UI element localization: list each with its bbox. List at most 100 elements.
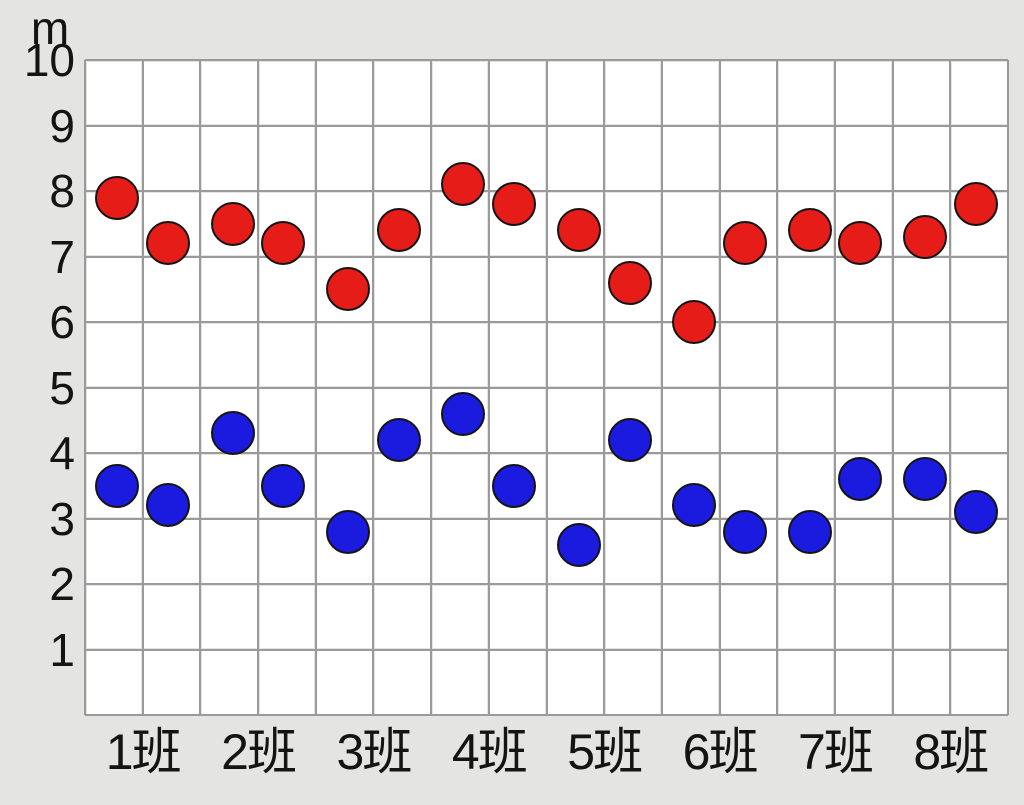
grid-cell: [260, 258, 315, 321]
red-point: [326, 267, 370, 311]
grid-cell: [894, 258, 949, 321]
grid-cell: [606, 62, 661, 125]
grid-cell: [894, 520, 949, 583]
grid-cell: [375, 520, 430, 583]
grid-cell: [663, 520, 718, 583]
blue-point: [326, 510, 370, 554]
grid-cell: [836, 389, 891, 452]
grid-cell: [836, 520, 891, 583]
red-point: [492, 182, 536, 226]
grid-cell: [606, 193, 661, 256]
grid-cell: [375, 324, 430, 387]
grid-cell: [779, 389, 834, 452]
grid-cell: [721, 258, 776, 321]
grid-cell: [317, 389, 372, 452]
y-tick-label: 3: [0, 496, 75, 542]
grid-cell: [836, 258, 891, 321]
grid-cell: [952, 62, 1007, 125]
grid-cell: [87, 651, 142, 714]
grid-cell: [433, 324, 488, 387]
grid-cell: [779, 586, 834, 649]
grid-cell: [548, 455, 603, 518]
grid-cell: [606, 520, 661, 583]
grid-cell: [548, 62, 603, 125]
grid-cell: [490, 62, 545, 125]
grid-line: [142, 60, 144, 715]
blue-point: [557, 523, 601, 567]
grid-cell: [433, 258, 488, 321]
grid-cell: [721, 651, 776, 714]
grid-cell: [202, 324, 257, 387]
red-point: [211, 202, 255, 246]
grid-cell: [260, 62, 315, 125]
grid-cell: [202, 651, 257, 714]
grid-cell: [952, 651, 1007, 714]
y-tick-label: 8: [0, 168, 75, 214]
blue-point: [954, 490, 998, 534]
grid-cell: [144, 324, 199, 387]
grid-cell: [87, 62, 142, 125]
grid-cell: [317, 127, 372, 190]
grid-cell: [779, 62, 834, 125]
grid-cell: [317, 586, 372, 649]
grid-line: [488, 60, 490, 715]
y-tick-label: 9: [0, 103, 75, 149]
grid-line: [546, 60, 548, 715]
blue-point: [211, 411, 255, 455]
grid-cell: [779, 127, 834, 190]
grid-cell: [952, 258, 1007, 321]
grid-cell: [721, 324, 776, 387]
grid-cell: [317, 455, 372, 518]
red-point: [723, 221, 767, 265]
red-point: [608, 261, 652, 305]
grid-line: [834, 60, 836, 715]
grid-cell: [779, 258, 834, 321]
grid-cell: [952, 127, 1007, 190]
grid-line: [199, 60, 201, 715]
blue-point: [492, 464, 536, 508]
y-tick-label: 7: [0, 234, 75, 280]
y-axis-unit-label: m: [20, 5, 80, 51]
y-tick-label: 5: [0, 365, 75, 411]
grid-cell: [836, 127, 891, 190]
grid-line: [603, 60, 605, 715]
blue-point: [903, 457, 947, 501]
grid-cell: [721, 586, 776, 649]
grid-cell: [260, 127, 315, 190]
blue-point: [377, 418, 421, 462]
red-point: [95, 176, 139, 220]
grid-cell: [548, 324, 603, 387]
grid-cell: [260, 520, 315, 583]
y-tick-label: 4: [0, 430, 75, 476]
grid-line: [257, 60, 259, 715]
grid-cell: [433, 455, 488, 518]
grid-cell: [375, 455, 430, 518]
grid-cell: [779, 324, 834, 387]
grid-cell: [87, 586, 142, 649]
grid-cell: [433, 62, 488, 125]
grid-cell: [144, 586, 199, 649]
grid-cell: [548, 389, 603, 452]
grid-cell: [490, 520, 545, 583]
grid-cell: [144, 258, 199, 321]
grid-cell: [260, 586, 315, 649]
grid-cell: [87, 258, 142, 321]
grid-cell: [202, 520, 257, 583]
grid-cell: [375, 258, 430, 321]
grid-cell: [952, 389, 1007, 452]
red-point: [557, 208, 601, 252]
grid-cell: [202, 62, 257, 125]
grid-cell: [663, 586, 718, 649]
red-point: [377, 208, 421, 252]
grid-cell: [606, 651, 661, 714]
grid-cell: [433, 586, 488, 649]
grid-cell: [490, 324, 545, 387]
grid-cell: [663, 127, 718, 190]
scatter-chart: 123456789101班2班3班4班5班6班7班8班 m: [0, 0, 1024, 805]
grid-cell: [606, 455, 661, 518]
grid-cell: [548, 651, 603, 714]
grid-cell: [606, 324, 661, 387]
grid-cell: [375, 651, 430, 714]
grid-cell: [375, 127, 430, 190]
grid-cell: [317, 651, 372, 714]
